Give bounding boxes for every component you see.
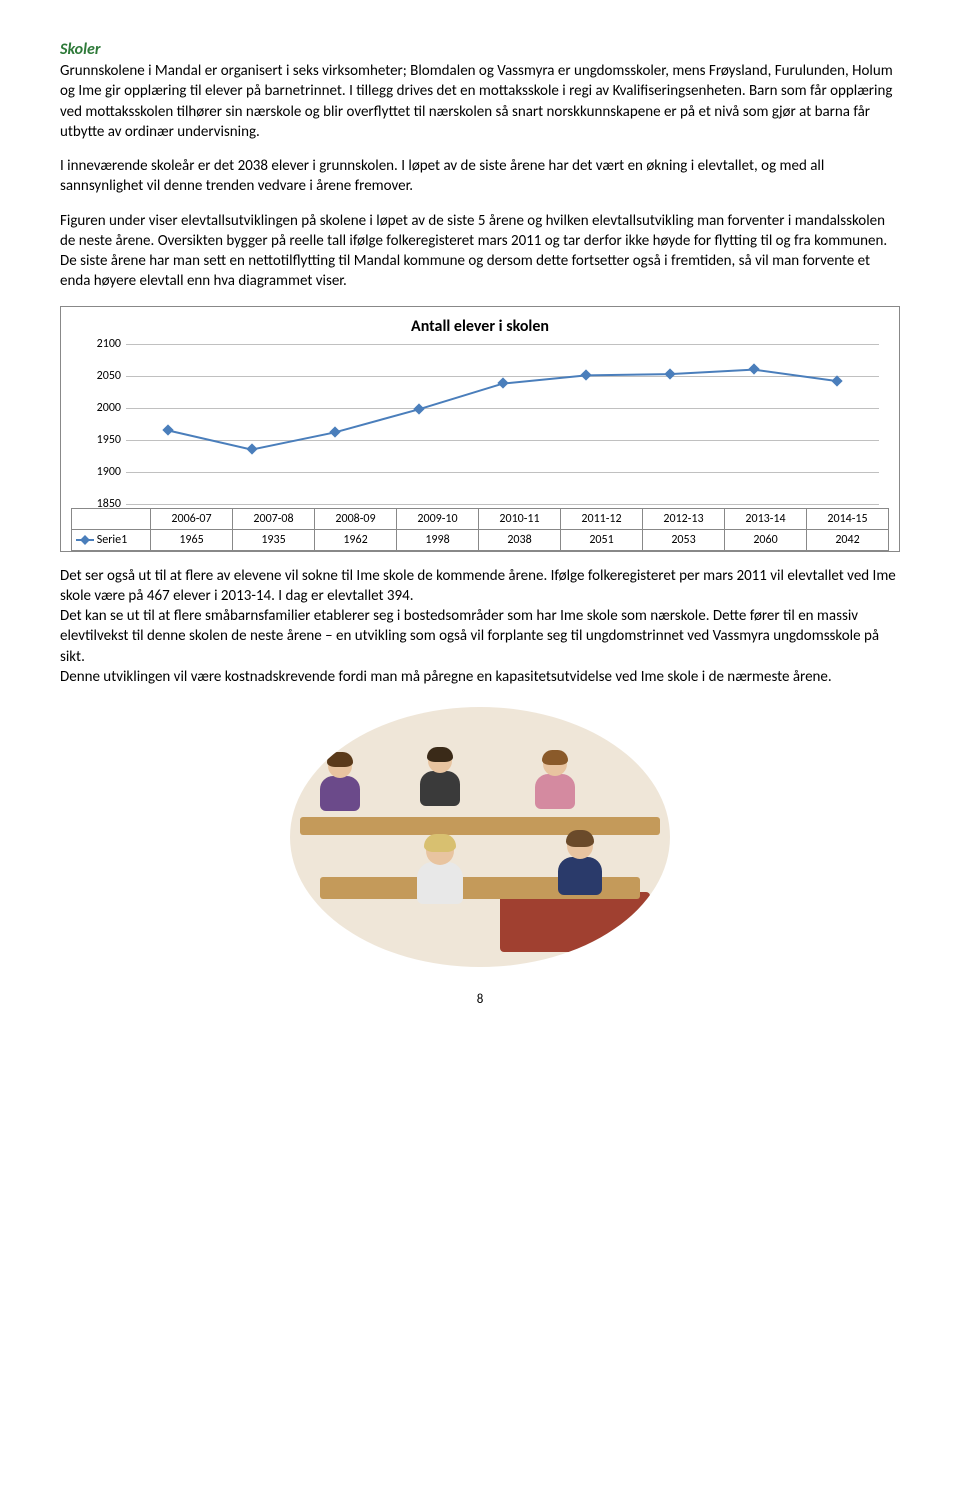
paragraph-4: Det ser også ut til at flere av elevene … xyxy=(60,566,900,607)
section-heading: Skoler xyxy=(60,40,900,59)
category-cell: 2008-09 xyxy=(315,508,397,529)
value-cell: 1935 xyxy=(233,529,315,550)
y-axis-label: 2100 xyxy=(76,337,121,351)
category-cell: 2010-11 xyxy=(479,508,561,529)
category-cell: 2013-14 xyxy=(725,508,807,529)
value-cell: 2060 xyxy=(725,529,807,550)
value-cell: 2051 xyxy=(561,529,643,550)
series-label: Serie1 xyxy=(97,533,127,547)
chart-plot-area: 185019001950200020502100 xyxy=(126,344,879,504)
category-cell: 2011-12 xyxy=(561,508,643,529)
category-cell: 2006-07 xyxy=(151,508,233,529)
paragraph-5: Det kan se ut til at flere småbarnsfamil… xyxy=(60,606,900,667)
category-cell: 2007-08 xyxy=(233,508,315,529)
y-axis-label: 2000 xyxy=(76,401,121,415)
photo-container xyxy=(60,707,900,972)
y-axis-label: 1850 xyxy=(76,497,121,511)
y-axis-label: 1900 xyxy=(76,465,121,479)
y-axis-label: 1950 xyxy=(76,433,121,447)
paragraph-1: Grunnskolene i Mandal er organisert i se… xyxy=(60,61,900,142)
legend-marker-icon xyxy=(76,539,94,541)
classroom-photo xyxy=(290,707,670,967)
value-cell: 1962 xyxy=(315,529,397,550)
page-number: 8 xyxy=(60,992,900,1007)
category-cell: 2009-10 xyxy=(397,508,479,529)
y-axis-label: 2050 xyxy=(76,369,121,383)
value-cell: 1998 xyxy=(397,529,479,550)
table-corner xyxy=(72,508,151,529)
chart-container: Antall elever i skolen 18501900195020002… xyxy=(60,306,900,552)
value-cell: 2053 xyxy=(643,529,725,550)
paragraph-3: Figuren under viser elevtallsutviklingen… xyxy=(60,211,900,292)
category-cell: 2014-15 xyxy=(807,508,889,529)
category-cell: 2012-13 xyxy=(643,508,725,529)
chart-data-table: 2006-072007-082008-092009-102010-112011-… xyxy=(71,508,889,551)
value-cell: 1965 xyxy=(151,529,233,550)
value-cell: 2042 xyxy=(807,529,889,550)
paragraph-6: Denne utviklingen vil være kostnadskreve… xyxy=(60,667,900,687)
series-legend-cell: Serie1 xyxy=(72,529,151,550)
value-cell: 2038 xyxy=(479,529,561,550)
chart-title: Antall elever i skolen xyxy=(71,317,889,336)
paragraph-2: I inneværende skoleår er det 2038 elever… xyxy=(60,156,900,197)
